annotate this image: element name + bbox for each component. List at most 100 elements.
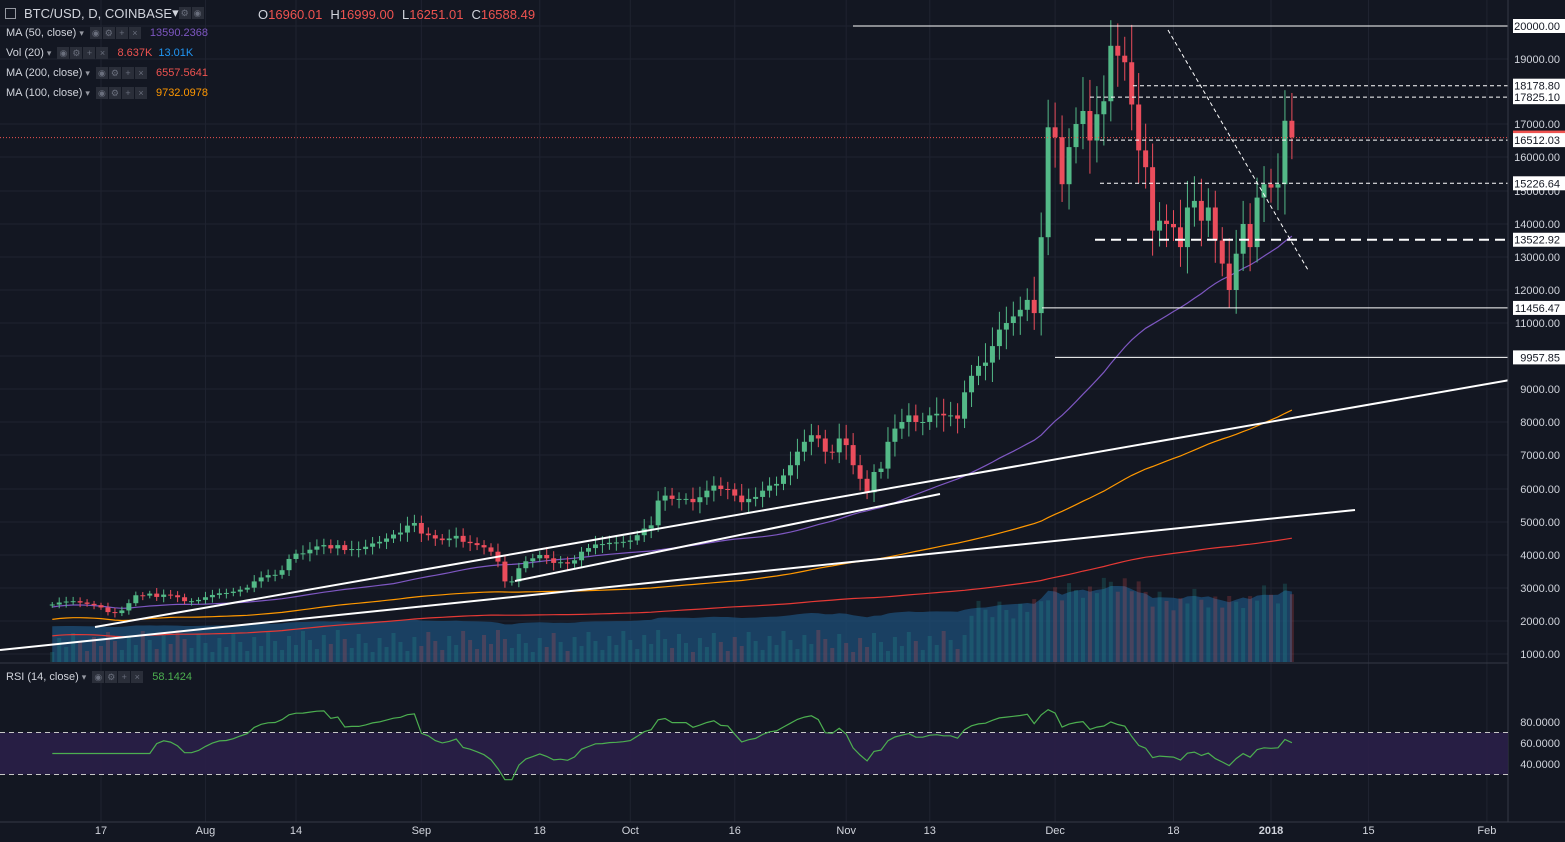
close-icon[interactable]: × <box>134 87 147 99</box>
volume-bar <box>969 615 974 662</box>
candle-body <box>370 543 376 547</box>
volume-bar <box>1060 600 1065 662</box>
volume-bar <box>544 647 549 662</box>
settings-icon[interactable]: ⚙ <box>178 7 191 19</box>
volume-bar <box>1255 600 1260 662</box>
settings-icon[interactable]: ◉ <box>89 27 102 39</box>
candle-body <box>481 545 487 548</box>
candle-body <box>328 545 334 549</box>
volume-bar <box>607 636 612 662</box>
volume-bar <box>823 639 828 662</box>
chevron-down-icon[interactable]: ▾ <box>46 47 52 58</box>
volume-bar <box>112 641 117 662</box>
candle-body <box>871 472 877 493</box>
chevron-down-icon[interactable]: ▾ <box>81 671 87 682</box>
chevron-down-icon[interactable]: ▾ <box>172 5 179 20</box>
candle-body <box>1122 55 1128 63</box>
volume-bar <box>1275 603 1280 662</box>
symbol-legend: BTC/USD, D, COINBASE ▾ ⚙ ◉ <box>0 5 213 21</box>
symbol-title[interactable]: BTC/USD, D, COINBASE <box>24 5 173 21</box>
settings-icon[interactable]: ◉ <box>95 67 108 79</box>
volume-bar <box>468 640 473 662</box>
candle-body <box>1129 62 1135 105</box>
candle-body <box>1177 227 1183 248</box>
indicator-value: 6557.5641 <box>155 67 208 79</box>
candle-body <box>321 545 327 547</box>
candle-body <box>126 603 132 611</box>
ohlc-values: O16960.01 H16999.00 L16251.01 C16588.49 <box>258 7 543 22</box>
plus-icon[interactable]: + <box>121 67 134 79</box>
volume-bar <box>259 646 264 662</box>
gear-icon[interactable]: ⚙ <box>70 47 83 59</box>
rsi-tick-label: 60.0000 <box>1520 738 1560 750</box>
chevron-down-icon[interactable]: ▾ <box>85 87 90 98</box>
plus-icon[interactable]: + <box>83 47 96 59</box>
price-label-box <box>1513 300 1565 315</box>
collapse-icon[interactable] <box>5 7 16 19</box>
volume-bar <box>927 636 932 662</box>
indicator-name[interactable]: MA (200, close) <box>6 67 83 79</box>
candle-body <box>906 415 912 422</box>
price-tick-label: 11000.00 <box>1515 318 1560 330</box>
indicator-name[interactable]: MA (100, close) <box>6 87 83 99</box>
volume-bar <box>245 651 250 662</box>
gear-icon[interactable]: ⚙ <box>108 87 121 99</box>
volume-bar <box>1178 598 1183 662</box>
plus-icon[interactable]: + <box>115 27 128 39</box>
price-label-box <box>1513 176 1565 191</box>
indicator-name[interactable]: Vol (20) <box>6 47 44 59</box>
volume-bar <box>858 638 863 662</box>
close-icon[interactable]: × <box>128 27 141 39</box>
price-label-box <box>1513 19 1565 33</box>
volume-bar <box>287 636 292 662</box>
gear-icon[interactable]: ⚙ <box>102 27 115 39</box>
close-icon[interactable]: × <box>134 67 147 79</box>
candle-body <box>592 544 598 549</box>
candle-body <box>154 593 160 597</box>
volume-bar <box>516 634 521 662</box>
candle-body <box>523 561 529 569</box>
hide-icon[interactable]: ◉ <box>191 7 204 19</box>
settings-icon[interactable]: ◉ <box>92 671 105 683</box>
candle-body <box>133 595 139 604</box>
plus-icon[interactable]: + <box>118 671 131 683</box>
candle-body <box>1184 207 1190 248</box>
candle-body <box>1198 200 1204 221</box>
price-tick-label: 7000.00 <box>1520 450 1560 462</box>
candle-body <box>307 549 313 554</box>
volume-bar <box>335 630 340 662</box>
candle-body <box>377 541 383 544</box>
candle-body <box>850 445 856 466</box>
volume-bar <box>1269 594 1273 662</box>
chevron-down-icon[interactable]: ▾ <box>79 27 84 38</box>
volume-bar <box>356 634 361 662</box>
volume-bar <box>119 650 124 662</box>
gear-icon[interactable]: ⚙ <box>108 67 121 79</box>
candle-body <box>690 498 696 503</box>
volume-bar <box>635 649 640 662</box>
close-icon[interactable]: × <box>131 671 144 683</box>
indicator-name[interactable]: MA (50, close) <box>6 27 77 39</box>
price-label-text: 13522.92 <box>1514 235 1560 247</box>
volume-bar <box>1143 591 1148 662</box>
volume-bar <box>788 640 793 662</box>
close-icon[interactable]: × <box>96 47 109 59</box>
ohlc-key: H <box>330 7 340 22</box>
candle-body <box>286 558 292 571</box>
candle-body <box>63 601 69 603</box>
volume-bar <box>210 652 215 662</box>
candle-body <box>1101 101 1107 115</box>
candle-body <box>760 490 766 497</box>
chevron-down-icon[interactable]: ▾ <box>85 67 90 78</box>
candle-body <box>662 495 668 501</box>
plus-icon[interactable]: + <box>121 87 134 99</box>
rsi-name[interactable]: RSI (14, close) <box>6 671 79 683</box>
candle-body <box>1282 120 1288 185</box>
volume-bar <box>844 643 849 662</box>
settings-icon[interactable]: ◉ <box>57 47 70 59</box>
gear-icon[interactable]: ⚙ <box>105 671 118 683</box>
volume-bar <box>941 631 946 662</box>
settings-icon[interactable]: ◉ <box>95 87 108 99</box>
